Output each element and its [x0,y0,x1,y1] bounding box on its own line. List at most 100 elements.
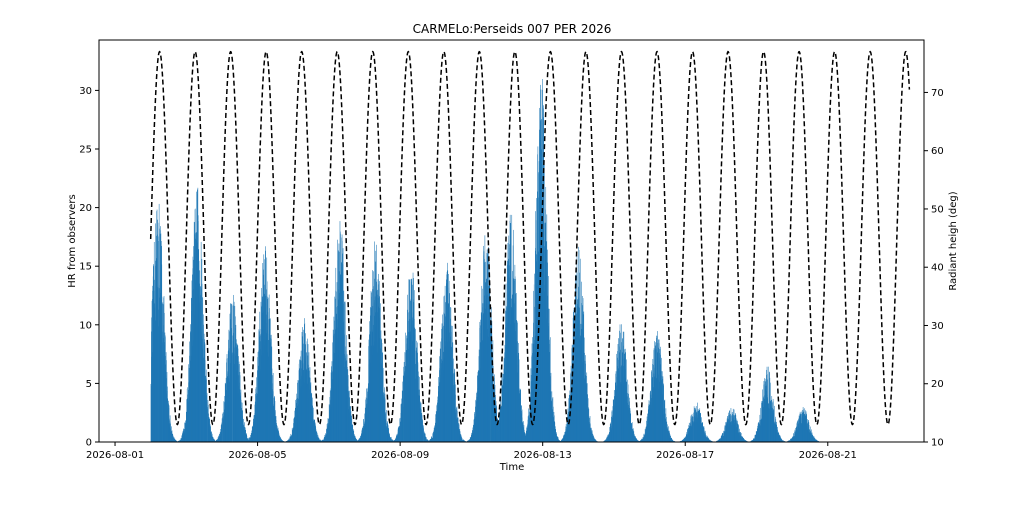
hr-bar [158,236,159,442]
hr-bar [743,440,745,442]
hr-bar [739,428,740,442]
hr-bar [730,408,732,442]
hr-bar [457,417,459,442]
hr-bar [777,434,779,442]
hr-bar [212,439,214,442]
hr-bar [463,440,465,442]
x-tick-label: 2026-08-21 [799,450,857,461]
hr-bar [516,320,517,442]
hr-bar [577,306,578,442]
hr-bar [213,437,214,442]
x-tick-label: 2026-08-05 [229,450,287,461]
hr-bar [405,352,407,442]
y2-tick-label: 40 [931,263,944,274]
hr-bar [223,415,224,442]
hr-bar [663,383,664,442]
hr-bar [809,432,811,442]
hr-bar [352,425,353,442]
hr-bar [316,431,318,442]
hr-bar [403,366,404,442]
hr-bar [489,307,491,442]
y-axis-right: 10 20 30 40 50 60 70 [924,88,944,449]
hr-bar [480,366,482,442]
hr-bar [778,436,779,442]
hr-bar [665,420,667,442]
hr-bar [461,439,463,442]
hr-bar [619,324,621,442]
hr-bar [225,390,227,442]
hr-bar [636,438,637,442]
hr-bar [733,417,734,442]
hr-bar [308,352,310,442]
hr-bar [167,386,168,442]
hr-bar [364,423,365,442]
hr-bar [441,338,442,442]
y-axis-label: HR from observers [67,194,78,287]
hr-bar [768,406,769,442]
hr-bar [415,363,417,442]
hr-bar [459,429,461,442]
hr-bar [389,437,391,442]
hr-bar [392,439,393,442]
hr-bar [433,432,434,442]
hr-bar [646,420,647,442]
y2-tick-label: 20 [931,379,944,390]
hr-bar [404,376,406,442]
hr-bar [572,360,573,442]
hr-bar [344,366,345,442]
hr-bar [325,434,327,442]
hr-bar [472,427,474,442]
hr-bar [510,298,512,442]
hr-bar [522,423,524,442]
hr-bar [800,414,802,442]
hr-bar [763,396,764,442]
y-tick-label: 15 [79,262,92,273]
hr-bar [573,311,574,442]
hr-bar [173,438,175,442]
hr-bar [151,300,153,442]
hr-bar [760,407,761,442]
hr-bar [282,440,283,442]
hr-bar [557,437,559,442]
hr-bar [180,438,182,442]
x-tick-label: 2026-08-17 [656,450,714,461]
hr-bar [800,426,801,442]
hr-bar [209,418,211,442]
hr-bar [450,307,452,442]
hr-bar [381,363,382,442]
chart-title: CARMELo:Perseids 007 PER 2026 [413,22,612,36]
hr-bar [508,244,510,442]
hr-bar [202,297,204,442]
hr-bar [470,438,471,442]
y-tick-label: 0 [86,438,92,449]
plot-frame [98,39,925,443]
hr-bar [607,436,608,442]
y2-tick-label: 60 [931,146,944,157]
hr-bar [794,431,795,442]
hr-bar [553,415,555,442]
hr-bar [578,250,580,442]
hr-bar [258,365,259,442]
hr-bar [356,439,358,442]
hr-bar [813,438,814,442]
hr-bar [720,439,721,442]
hr-bar [658,339,659,442]
hr-bar [170,432,171,442]
hr-bar [394,439,396,442]
hr-bar [759,424,760,442]
hr-bar [400,417,401,442]
hr-bar [504,344,506,442]
x-axis-label: Time [499,462,524,473]
x-tick-label: 2026-08-09 [371,450,429,461]
hr-bar [694,408,696,442]
hr-bar [548,308,550,442]
hr-bar [768,408,770,442]
hr-bar [641,438,643,442]
hr-bar [318,437,319,442]
hr-bar [185,421,186,442]
hr-bar [221,418,223,442]
hr-bar [765,381,766,442]
hr-bar [448,317,449,442]
hr-bar [692,416,694,442]
hr-bar [308,370,310,442]
